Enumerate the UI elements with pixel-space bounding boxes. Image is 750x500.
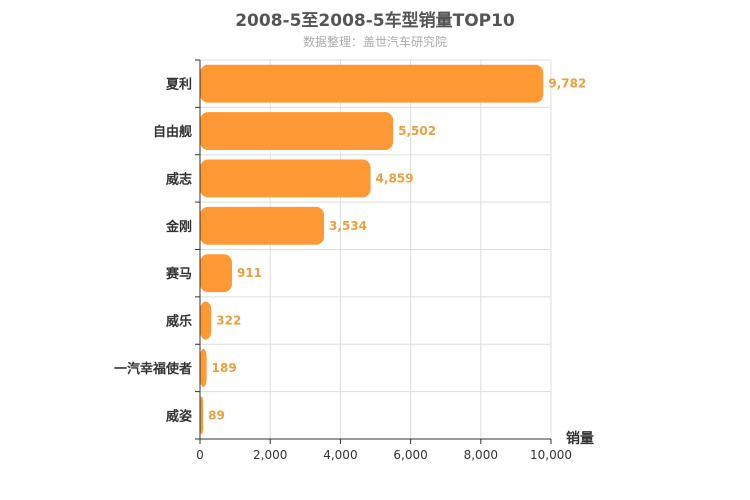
x-tick-label: 8,000: [464, 448, 498, 462]
category-label: 威志: [166, 171, 192, 187]
bar-value-label: 89: [208, 408, 225, 422]
axes: [195, 59, 552, 444]
bar-value-label: 9,782: [548, 77, 586, 91]
bar: [200, 254, 232, 293]
x-tick-label: 2,000: [253, 448, 287, 462]
category-label: 自由舰: [153, 124, 192, 140]
chart-subtitle: 数据整理：盖世汽车研究院: [302, 35, 447, 49]
category-label: 威姿: [166, 408, 192, 424]
bar: [200, 348, 207, 387]
category-label: 赛马: [165, 266, 192, 282]
bar-value-label: 189: [212, 361, 237, 375]
bar-value-label: 5,502: [398, 124, 436, 138]
x-tick-label: 0: [196, 448, 204, 462]
category-label: 夏利: [165, 77, 192, 93]
x-tick-label: 4,000: [323, 448, 357, 462]
category-label: 一汽幸福使者: [114, 361, 192, 377]
x-tick-label: 10,000: [530, 448, 572, 462]
grid-lines: [200, 59, 552, 440]
bar-value-label: 322: [216, 314, 241, 328]
bar: [200, 301, 212, 340]
chart-title: 2008-5至2008-5车型销量TOP10: [235, 11, 515, 31]
bar: [200, 64, 544, 103]
bars: [200, 64, 544, 435]
labels: 9,782 夏利 5,502 自由舰 4,859 威志 3,534 金刚 911 赛马 322 威乐 1…: [114, 77, 586, 462]
bar-value-label: 3,534: [329, 219, 367, 233]
category-label: 威乐: [166, 314, 192, 330]
bar: [200, 396, 204, 435]
bar: [200, 206, 325, 245]
category-label: 金刚: [165, 219, 192, 235]
bar: [200, 159, 371, 198]
bar-value-label: 911: [237, 266, 262, 280]
x-tick-label: 6,000: [393, 448, 427, 462]
bar: [200, 112, 394, 151]
bar-value-label: 4,859: [376, 171, 414, 185]
x-axis-label: 销量: [566, 430, 594, 447]
